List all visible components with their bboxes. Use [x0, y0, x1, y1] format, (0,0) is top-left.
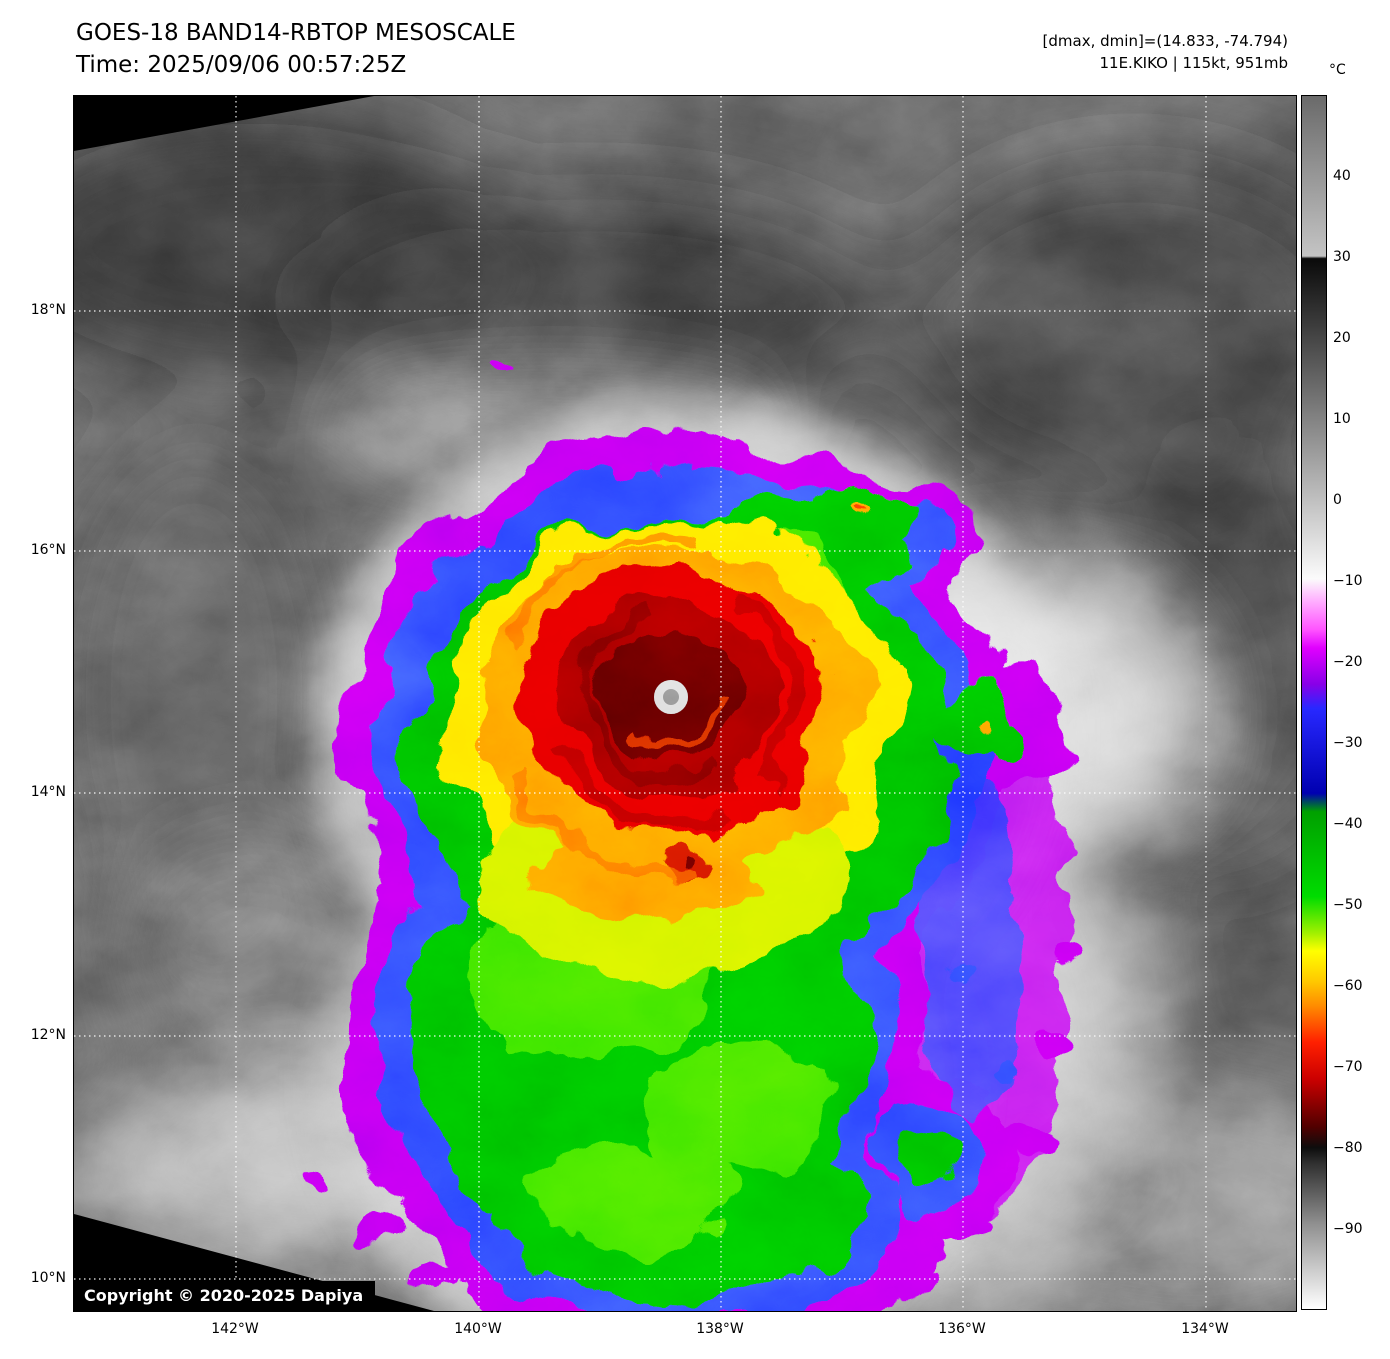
- colorbar-tick: −10: [1333, 573, 1363, 589]
- colorbar-tick: 30: [1333, 249, 1351, 265]
- lat-label: 12°N: [30, 1027, 66, 1043]
- dmax-dmin-label: [dmax, dmin]=(14.833, -74.794): [1042, 32, 1288, 50]
- lat-label: 18°N: [30, 302, 66, 318]
- colorbar-tick: −80: [1333, 1140, 1363, 1156]
- lon-label: 138°W: [696, 1321, 744, 1337]
- cloud-grain-high: [74, 96, 1296, 1311]
- satellite-image: [74, 96, 1296, 1311]
- colorbar-tick: −40: [1333, 816, 1363, 832]
- lon-label: 140°W: [454, 1321, 502, 1337]
- lon-label: 136°W: [938, 1321, 986, 1337]
- colorbar-gradient: [1301, 95, 1327, 1310]
- colorbar-tick: 10: [1333, 411, 1351, 427]
- lat-label: 16°N: [30, 542, 66, 558]
- header-right: [dmax, dmin]=(14.833, -74.794) 11E.KIKO …: [1043, 30, 1288, 74]
- colorbar-tick: 40: [1333, 168, 1351, 184]
- timestamp-label: Time: 2025/09/06 00:57:25Z: [76, 52, 407, 78]
- colorbar-unit-label: °C: [1329, 62, 1346, 78]
- lon-label: 142°W: [211, 1321, 259, 1337]
- colorbar-tick: −50: [1333, 897, 1363, 913]
- colorbar-tick: −90: [1333, 1221, 1363, 1237]
- storm-info-label: 11E.KIKO | 115kt, 951mb: [1099, 54, 1288, 72]
- page-title: GOES-18 BAND14-RBTOP MESOSCALE: [76, 20, 516, 46]
- colorbar-tick: −70: [1333, 1059, 1363, 1075]
- colorbar-tick: −30: [1333, 735, 1363, 751]
- colorbar-tick: −20: [1333, 654, 1363, 670]
- satellite-map: Copyright © 2020-2025 Dapiya: [73, 95, 1297, 1312]
- lat-label: 14°N: [30, 784, 66, 800]
- colorbar-tick: 0: [1333, 492, 1342, 508]
- lat-label: 10°N: [30, 1270, 66, 1286]
- copyright-badge: Copyright © 2020-2025 Dapiya: [74, 1281, 376, 1311]
- colorbar-tick: 20: [1333, 330, 1351, 346]
- colorbar-tick: −60: [1333, 978, 1363, 994]
- grid-lines: [74, 96, 1296, 1311]
- lon-label: 134°W: [1181, 1321, 1229, 1337]
